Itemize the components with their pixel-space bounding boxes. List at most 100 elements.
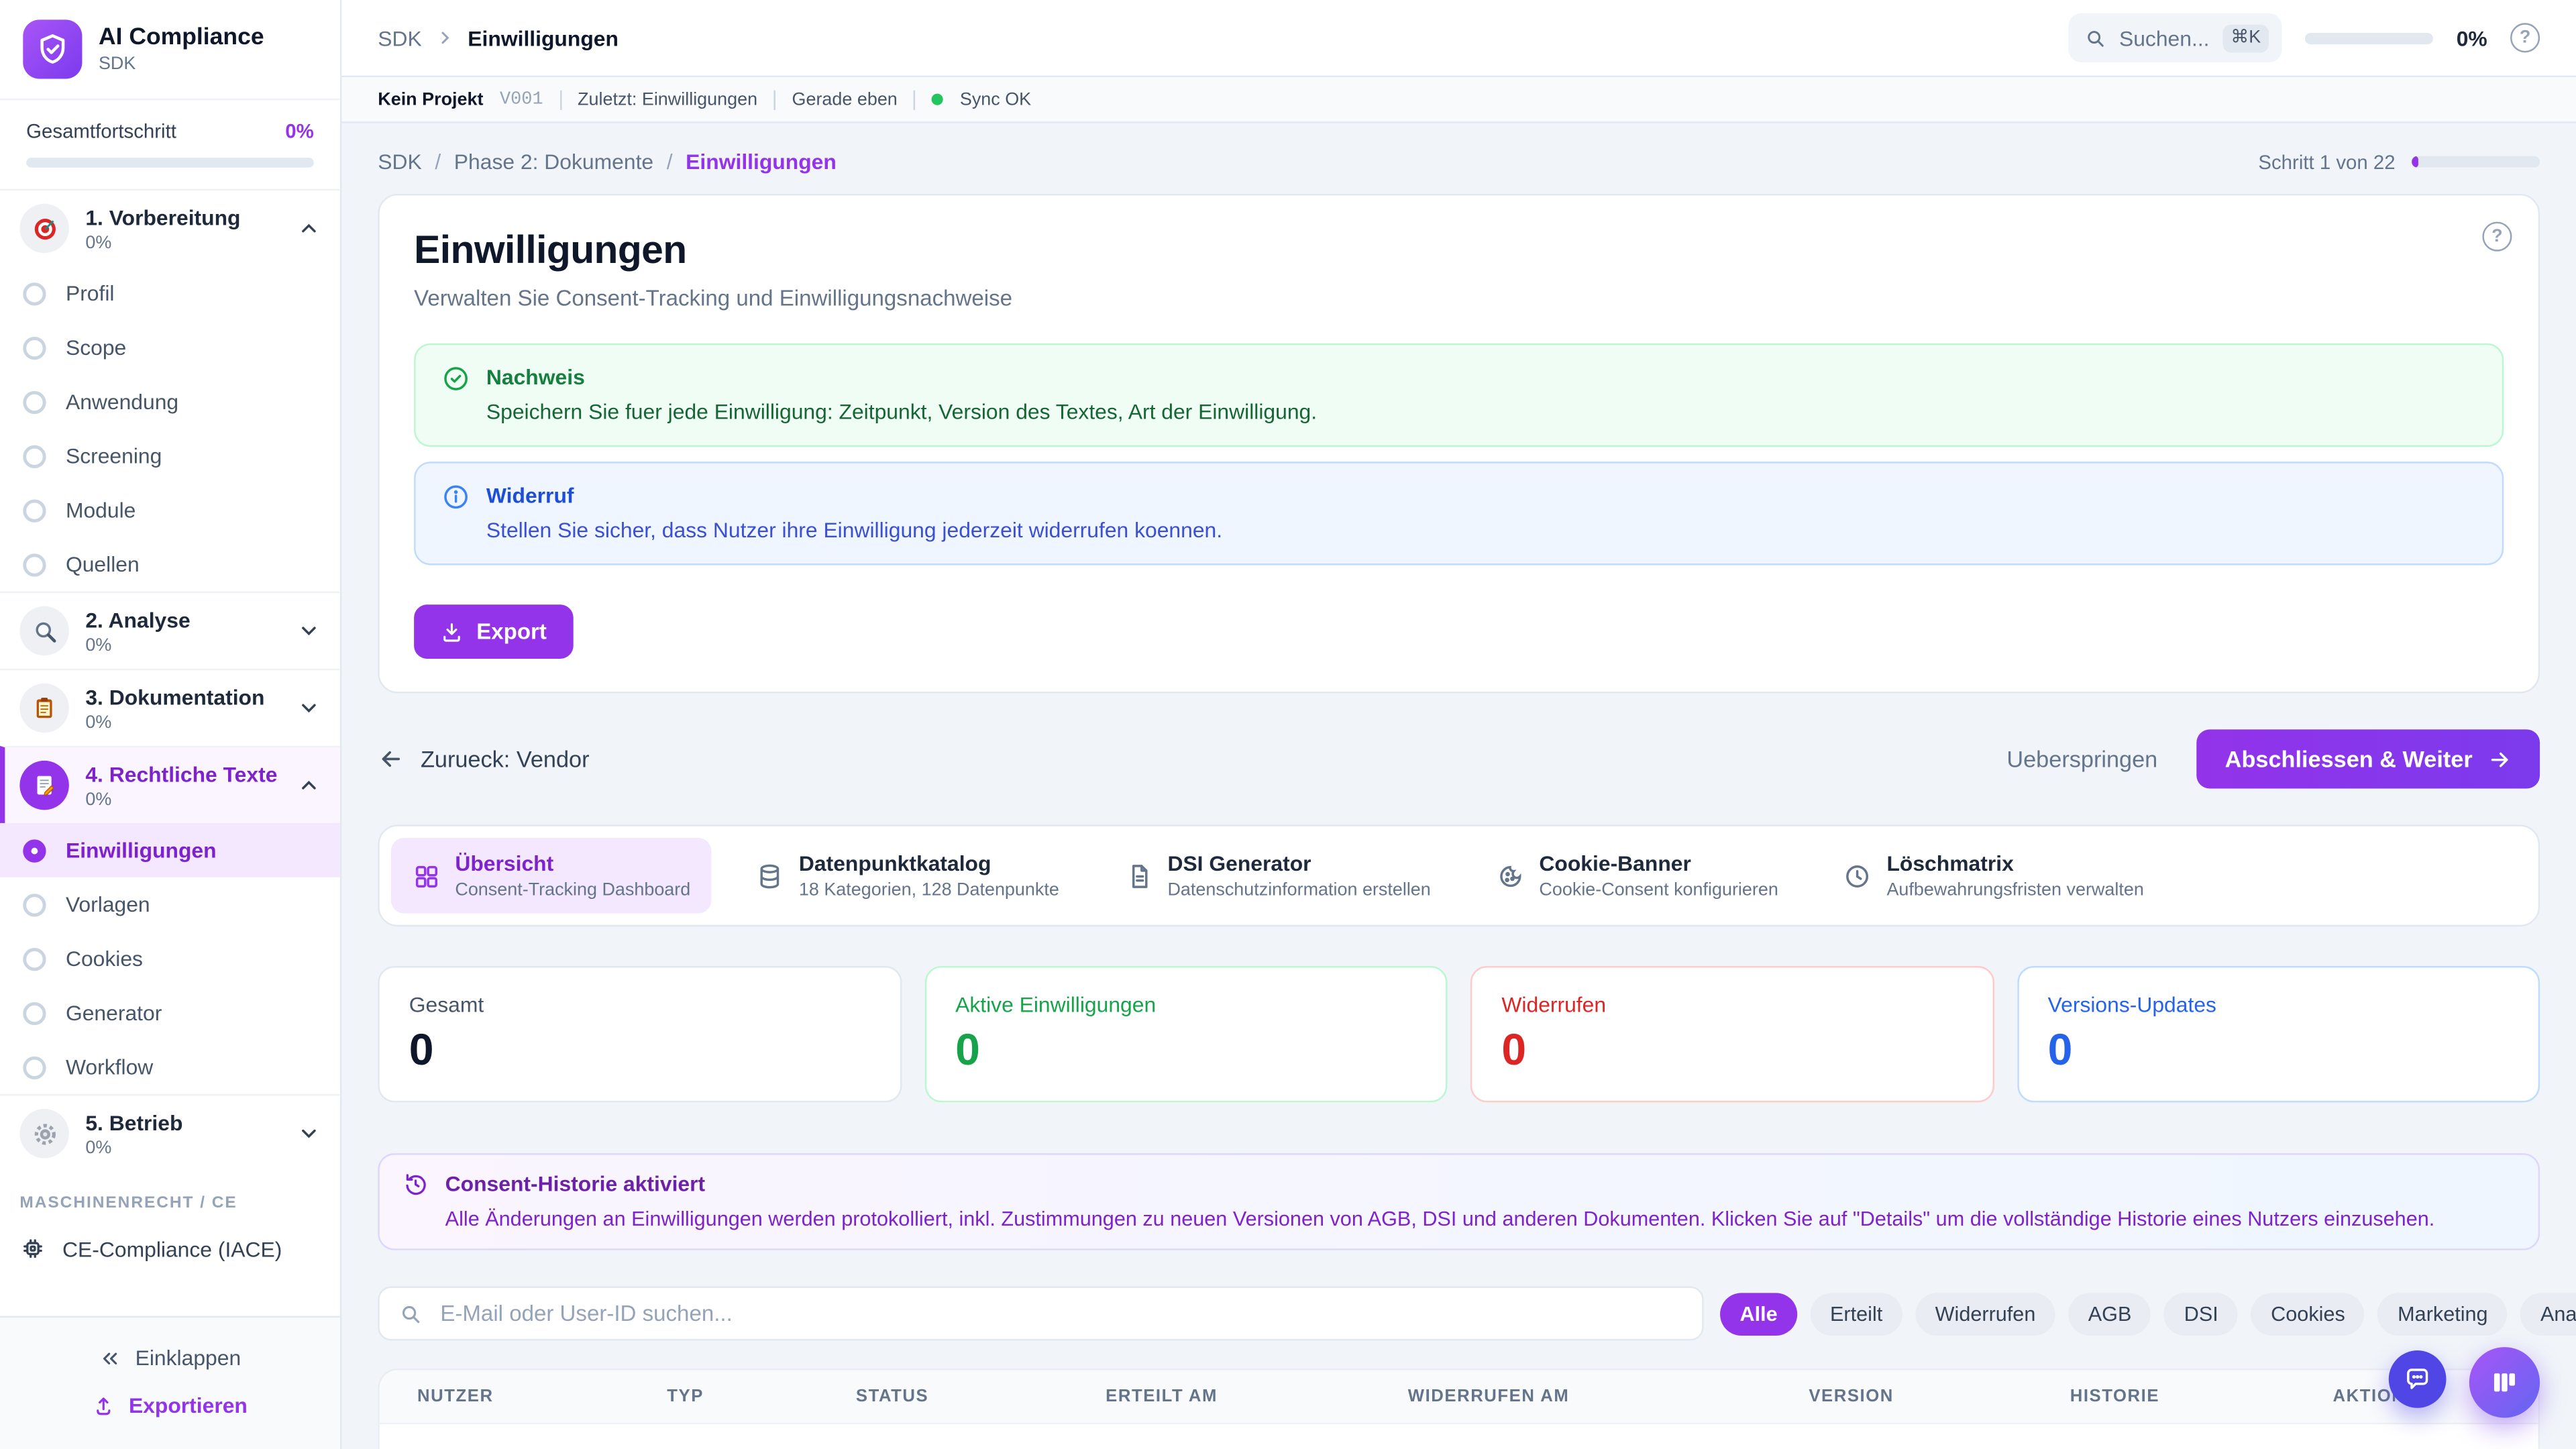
version-tag: V001 <box>499 89 543 109</box>
column-header-historie: Historie <box>2070 1386 2160 1407</box>
tab-loeschmatrix[interactable]: Löschmatrix Aufbewahrungsfristen verwalte… <box>1823 838 2165 914</box>
global-search-placeholder: Suchen... <box>2118 25 2210 50</box>
note-title: Nachweis <box>486 364 585 390</box>
sidebar-item-label: Workflow <box>65 1055 154 1079</box>
filter-pill-marketing[interactable]: Marketing <box>2377 1292 2508 1335</box>
note-nachweis: Nachweis Speichern Sie fuer jede Einwill… <box>414 343 2504 447</box>
step-progress-bar <box>2412 156 2540 168</box>
complete-next-button[interactable]: Abschliessen & Weiter <box>2197 729 2540 789</box>
breadcrumb-root[interactable]: SDK <box>378 149 422 174</box>
sidebar-item-ce-compliance[interactable]: CE-Compliance (IACE) <box>0 1222 340 1275</box>
table-header-row: Nutzer Typ Status Erteilt am Widerrufen … <box>379 1370 2538 1425</box>
filter-pill-agb[interactable]: AGB <box>2068 1292 2151 1335</box>
breadcrumb-phase[interactable]: Phase 2: Dokumente <box>453 149 654 174</box>
sidebar-item-screening[interactable]: Screening <box>0 429 340 483</box>
last-visited: Zuletzt: Einwilligungen <box>578 89 758 109</box>
grid-icon <box>413 861 441 890</box>
sidebar-item-scope[interactable]: Scope <box>0 321 340 375</box>
user-search-field[interactable] <box>378 1286 1704 1341</box>
sidebar-item-quellen[interactable]: Quellen <box>0 537 340 592</box>
filter-pill-alle[interactable]: Alle <box>1720 1292 1798 1335</box>
tab-subtitle: Aufbewahrungsfristen verwalten <box>1886 880 2144 901</box>
user-search-input[interactable] <box>437 1299 1682 1328</box>
sidebar-section-rechtliche-texte[interactable]: 4. Rechtliche Texte 0% <box>0 745 340 823</box>
back-link-label: Zurueck: Vendor <box>420 745 590 773</box>
clipboard-icon <box>19 683 69 733</box>
stat-gesamt: Gesamt 0 <box>378 965 902 1103</box>
sidebar-section-dokumentation[interactable]: 3. Dokumentation 0% <box>0 668 340 746</box>
sidebar-section-vorbereitung[interactable]: 1. Vorbereitung 0% <box>0 191 340 266</box>
card-help-icon[interactable] <box>2482 221 2512 252</box>
tab-datenpunktkatalog[interactable]: Datenpunktkatalog 18 Kategorien, 128 Date… <box>735 838 1080 914</box>
divider <box>559 89 561 109</box>
filter-pill-widerrufen[interactable]: Widerrufen <box>1915 1292 2055 1335</box>
stat-label: Versions-Updates <box>2047 992 2216 1017</box>
sidebar-section-betrieb[interactable]: 5. Betrieb 0% <box>0 1094 340 1171</box>
wizard-nav: Zurueck: Vendor Ueberspringen Abschliess… <box>378 729 2540 789</box>
filter-pill-dsi[interactable]: DSI <box>2164 1292 2239 1335</box>
sidebar: AI Compliance SDK Gesamtfortschritt 0% 1… <box>0 0 342 1449</box>
tab-uebersicht[interactable]: Übersicht Consent-Tracking Dashboard <box>390 837 712 914</box>
skip-button[interactable]: Ueberspringen <box>2006 745 2158 773</box>
sidebar-item-workflow[interactable]: Workflow <box>0 1040 340 1094</box>
help-icon[interactable] <box>2510 23 2540 53</box>
history-banner-title: Consent-Historie aktiviert <box>445 1171 706 1196</box>
cookie-icon <box>1497 861 1525 890</box>
divider <box>914 89 916 109</box>
global-search-button[interactable]: Suchen... ⌘K <box>2068 13 2283 63</box>
arrow-right-icon <box>2487 747 2512 771</box>
app-title: AI Compliance <box>98 24 264 51</box>
sidebar-item-module[interactable]: Module <box>0 483 340 537</box>
sidebar-item-einwilligungen[interactable]: Einwilligungen <box>0 822 340 877</box>
sidebar-item-cookies[interactable]: Cookies <box>0 932 340 986</box>
tab-dsi-generator[interactable]: DSI Generator Datenschutzinformation erst… <box>1104 838 1452 914</box>
divider <box>773 89 776 109</box>
sidebar-item-profil[interactable]: Profil <box>0 266 340 321</box>
history-banner-body: Alle Änderungen an Einwilligungen werden… <box>445 1207 2435 1231</box>
sidebar-item-anwendung[interactable]: Anwendung <box>0 374 340 429</box>
history-icon <box>402 1171 429 1197</box>
overall-progress: Gesamtfortschritt 0% <box>0 100 340 191</box>
radio-icon <box>23 444 46 468</box>
back-link[interactable]: Zurueck: Vendor <box>378 745 590 773</box>
sidebar-item-vorlagen[interactable]: Vorlagen <box>0 877 340 932</box>
filter-pill-analyse[interactable]: Analyse <box>2520 1292 2576 1335</box>
radio-checked-icon <box>23 839 46 862</box>
section-percent: 0% <box>85 712 112 733</box>
export-button[interactable]: Export <box>414 604 574 659</box>
app-subtitle: SDK <box>98 54 136 74</box>
column-header-status: Status <box>855 1386 929 1407</box>
overall-progress-bar <box>26 158 314 168</box>
section-label: 1. Vorbereitung <box>85 205 241 230</box>
radio-icon <box>23 1055 46 1079</box>
page-title: Einwilligungen <box>414 228 687 273</box>
collapse-sidebar-button[interactable]: Einklappen <box>0 1334 340 1382</box>
page-breadcrumb-row: SDK / Phase 2: Dokumente / Einwilligunge… <box>378 150 2540 174</box>
sidebar-item-label: Vorlagen <box>65 892 150 917</box>
arrow-left-icon <box>378 746 404 772</box>
sidebar-item-label: Screening <box>65 443 162 468</box>
tab-cookie-banner[interactable]: Cookie-Banner Cookie-Consent konfiguriere… <box>1475 838 1800 914</box>
info-circle-icon <box>442 483 470 511</box>
tab-subtitle: Cookie-Consent konfigurieren <box>1539 880 1778 901</box>
stat-value: 0 <box>1501 1025 1526 1075</box>
board-fab-button[interactable] <box>2469 1347 2540 1418</box>
chevron-down-icon <box>297 696 320 719</box>
filter-pill-cookies[interactable]: Cookies <box>2251 1292 2365 1335</box>
target-icon <box>19 203 69 254</box>
stats-row: Gesamt 0 Aktive Einwilligungen 0 Widerru… <box>378 965 2540 1103</box>
stat-label: Aktive Einwilligungen <box>955 992 1157 1017</box>
header-breadcrumb-root[interactable]: SDK <box>378 25 422 50</box>
stat-aktive: Aktive Einwilligungen 0 <box>924 965 1448 1103</box>
sidebar-section-analyse[interactable]: 2. Analyse 0% <box>0 591 340 669</box>
next-button-label: Abschliessen & Weiter <box>2224 745 2473 773</box>
step-progress: Schritt 1 von 22 <box>2258 150 2540 173</box>
export-sidebar-button[interactable]: Exportieren <box>0 1382 340 1430</box>
chat-fab-button[interactable] <box>2388 1350 2447 1408</box>
search-icon <box>2085 27 2106 48</box>
sidebar-item-label: Module <box>65 498 136 523</box>
stat-value: 0 <box>955 1025 980 1075</box>
sidebar-item-generator[interactable]: Generator <box>0 985 340 1040</box>
filter-pill-erteilt[interactable]: Erteilt <box>1810 1292 1902 1335</box>
search-icon <box>399 1302 422 1325</box>
